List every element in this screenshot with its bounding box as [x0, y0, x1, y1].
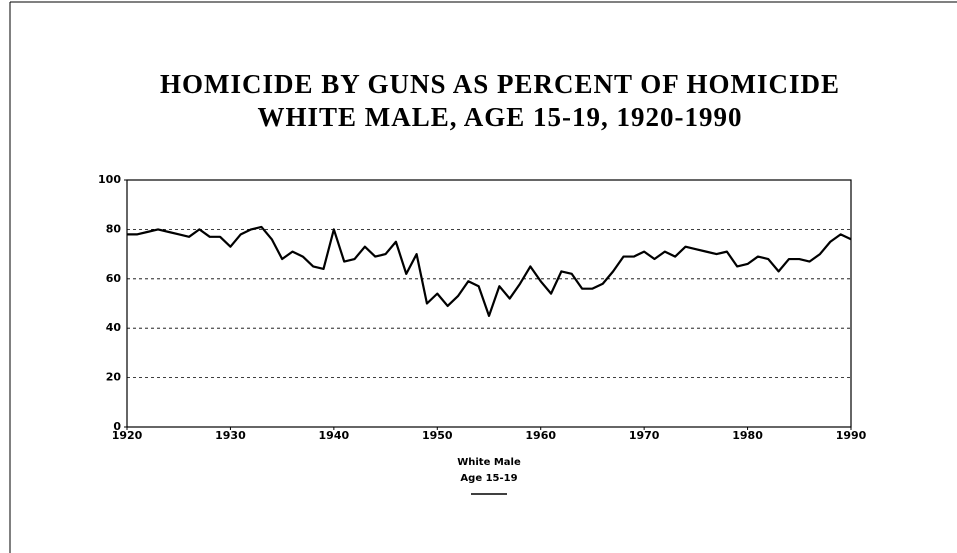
plot-frame	[126, 179, 852, 428]
x-tick-label: 1960	[525, 429, 556, 442]
y-tick-label: 40	[106, 321, 122, 334]
y-tick-label: 60	[106, 272, 122, 285]
y-tick-label: 100	[98, 173, 121, 186]
x-tick-label: 1980	[732, 429, 763, 442]
chart-title: WHITE MALE, AGE 15-19, 1920-1990	[257, 102, 742, 132]
legend-subtitle: Age 15-19	[460, 473, 517, 484]
x-tick-label: 1990	[836, 429, 867, 442]
y-tick-label: 80	[106, 222, 122, 235]
chart-title: HOMICIDE BY GUNS AS PERCENT OF HOMICIDE	[160, 69, 840, 99]
x-tick-label: 1930	[215, 429, 246, 442]
y-tick-label: 20	[106, 371, 122, 384]
y-tick-label: 0	[113, 420, 121, 433]
x-tick-label: 1970	[629, 429, 660, 442]
line-series	[127, 225, 852, 317]
x-tick-label: 1940	[319, 429, 350, 442]
x-tick-label: 1920	[112, 429, 143, 442]
x-tick-label: 1950	[422, 429, 453, 442]
legend-label: White Male	[457, 457, 521, 468]
